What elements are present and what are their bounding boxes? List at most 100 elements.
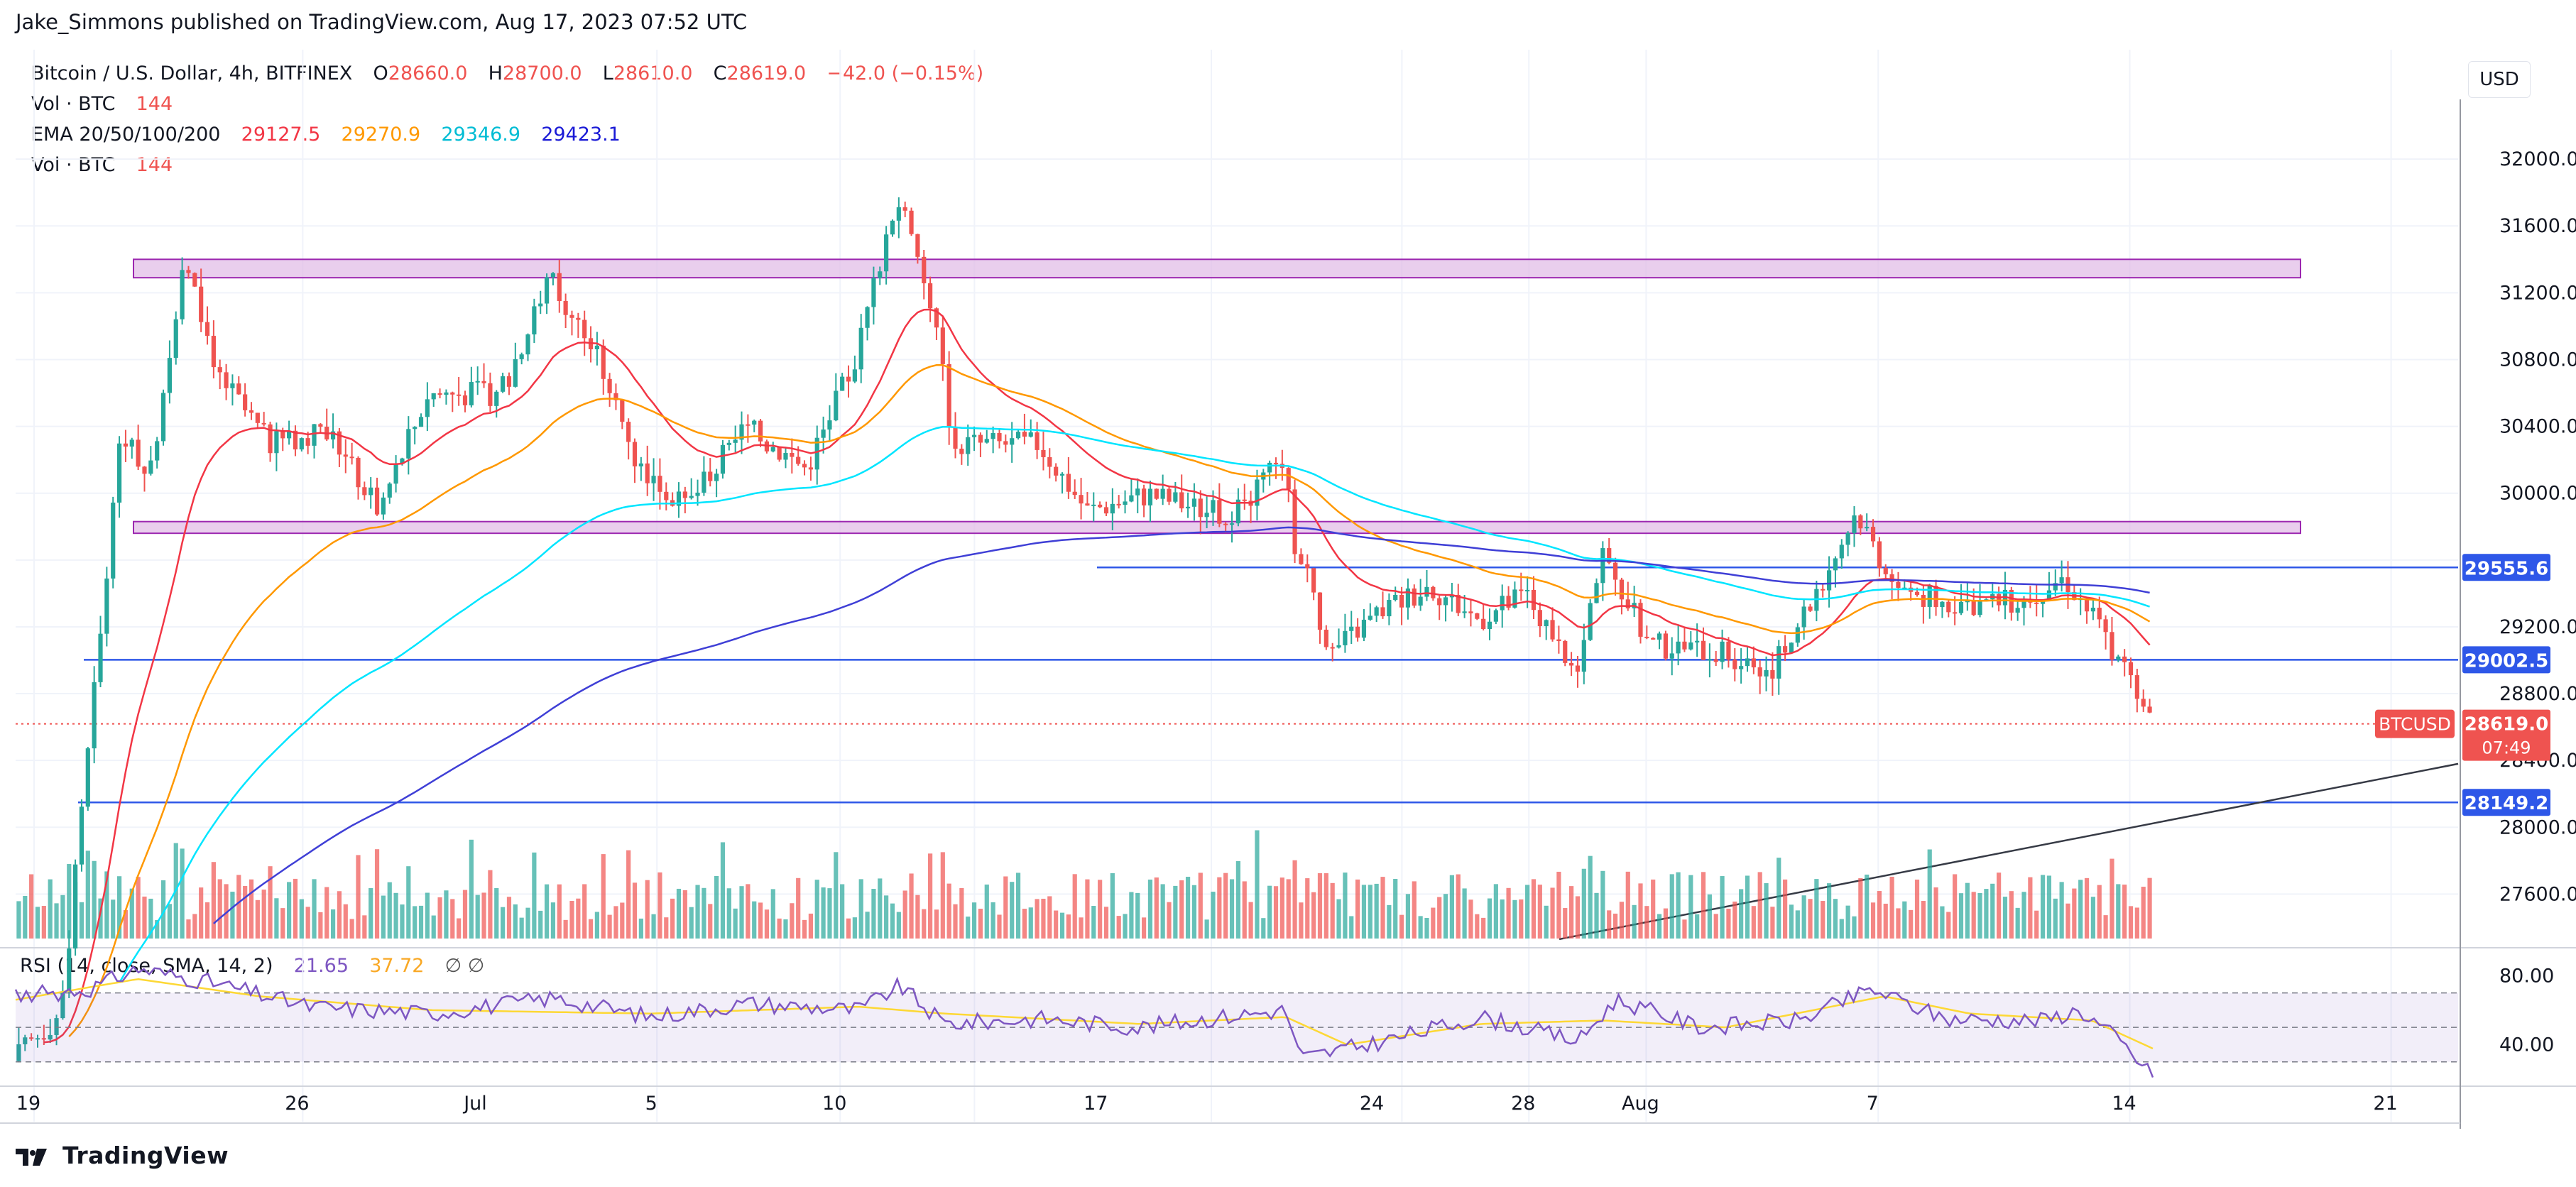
candle-body (1940, 601, 1945, 608)
volume-bar (1098, 880, 1103, 939)
candle-body (1110, 503, 1115, 514)
volume-value-2: 144 (136, 154, 173, 176)
volume-bar (356, 855, 361, 939)
candle-body (613, 393, 618, 400)
volume-bar (1349, 916, 1354, 939)
candle-body (858, 327, 863, 370)
volume-bar (664, 917, 669, 939)
symbol-title[interactable]: Bitcoin / U.S. Dollar, 4h, BITFINEX (31, 62, 353, 84)
candle-body (1456, 594, 1461, 613)
volume-bar (519, 917, 524, 939)
volume-bar (550, 902, 556, 939)
candle-body (1041, 449, 1046, 457)
candle-body (990, 433, 995, 439)
candle-body (1519, 589, 1524, 591)
candle-body (1191, 498, 1197, 507)
candle-body (827, 420, 832, 430)
candle-body (569, 314, 574, 318)
candle-body (1173, 492, 1178, 502)
legend-volume-row[interactable]: Vol · BTC 144 (31, 89, 983, 119)
ohlc-close-value: 28619.0 (726, 62, 807, 84)
volume-bar (1669, 874, 1674, 939)
volume-bar (790, 903, 795, 939)
candle-body (2147, 706, 2152, 713)
candle-body (1047, 456, 1052, 467)
candle-body (550, 273, 556, 278)
candle-body (1612, 562, 1618, 580)
candle-body (1437, 598, 1442, 606)
volume-bar (1682, 919, 1687, 939)
volume-bar (1921, 901, 1926, 939)
candle-body (1770, 669, 1775, 679)
volume-bar (1531, 879, 1537, 939)
volume-bar (1493, 884, 1498, 939)
volume-bar (469, 839, 474, 939)
volume-bar (1286, 879, 1291, 939)
tradingview-brand[interactable]: TradingView (16, 1142, 229, 1169)
candle-body (1462, 611, 1467, 613)
ohlc-high-value: 28700.0 (502, 62, 582, 84)
candle-body (129, 439, 134, 447)
candle-body (651, 476, 656, 483)
candle-body (1525, 589, 1530, 591)
candle-body (1512, 589, 1517, 608)
volume-bar (1437, 897, 1442, 939)
volume-bar (1223, 873, 1228, 939)
volume-bar (620, 902, 625, 939)
volume-bars (16, 830, 2152, 939)
volume-bar (576, 898, 581, 939)
volume-bar (1054, 910, 1059, 939)
volume-bar (349, 919, 354, 939)
volume-bar (1393, 878, 1398, 939)
candle-body (2141, 699, 2146, 707)
volume-bar (544, 884, 550, 939)
volume-bar (1619, 902, 1625, 939)
volume-bar (1676, 872, 1681, 939)
volume-bar (1625, 871, 1630, 939)
volume-bar (613, 906, 618, 939)
candle-body (953, 427, 958, 449)
candle-body (293, 430, 298, 450)
volume-bar (1607, 910, 1612, 939)
volume-bar (2059, 882, 2064, 939)
volume-bar (1940, 906, 1945, 939)
candle-body (802, 464, 807, 468)
legend-ema-row[interactable]: EMA 20/50/100/200 29127.5 29270.9 29346.… (31, 119, 983, 150)
volume-bar (840, 884, 845, 939)
candle-body (374, 487, 380, 515)
currency-button[interactable]: USD (2468, 61, 2531, 98)
price-level-tag (2462, 554, 2550, 581)
volume-bar (1229, 879, 1235, 939)
rsi-legend[interactable]: RSI (14, close, SMA, 14, 2) 21.65 37.72 … (20, 955, 484, 977)
volume-bar (607, 914, 612, 939)
candle-body (532, 306, 537, 335)
volume-bar (777, 918, 782, 939)
volume-bar (1299, 902, 1304, 939)
volume-bar (1035, 899, 1039, 939)
candle-body (1035, 432, 1039, 450)
volume-bar (2097, 885, 2102, 939)
volume-bar (1537, 885, 1542, 939)
volume-bar (594, 912, 599, 939)
candle-body (1223, 523, 1228, 525)
volume-bar (878, 878, 883, 939)
volume-bar (160, 880, 166, 939)
time-tick-label: 14 (2112, 1093, 2136, 1115)
legend-volume-row-2[interactable]: Vol · BTC 144 (31, 150, 983, 180)
volume-bar (1235, 860, 1240, 939)
volume-bar (204, 902, 210, 939)
candle-body (431, 393, 436, 400)
volume-bar (1883, 903, 1888, 939)
volume-bar (1059, 912, 1065, 939)
volume-bar (1707, 894, 1712, 939)
candle-body (638, 463, 643, 466)
volume-bar (343, 904, 348, 939)
candle-body (620, 400, 625, 422)
volume-bar (1160, 884, 1165, 939)
volume-bar (2128, 906, 2134, 939)
candle-body (1160, 488, 1165, 499)
candle-body (1343, 630, 1348, 645)
candle-body (1286, 468, 1291, 490)
candle-body (425, 399, 430, 417)
